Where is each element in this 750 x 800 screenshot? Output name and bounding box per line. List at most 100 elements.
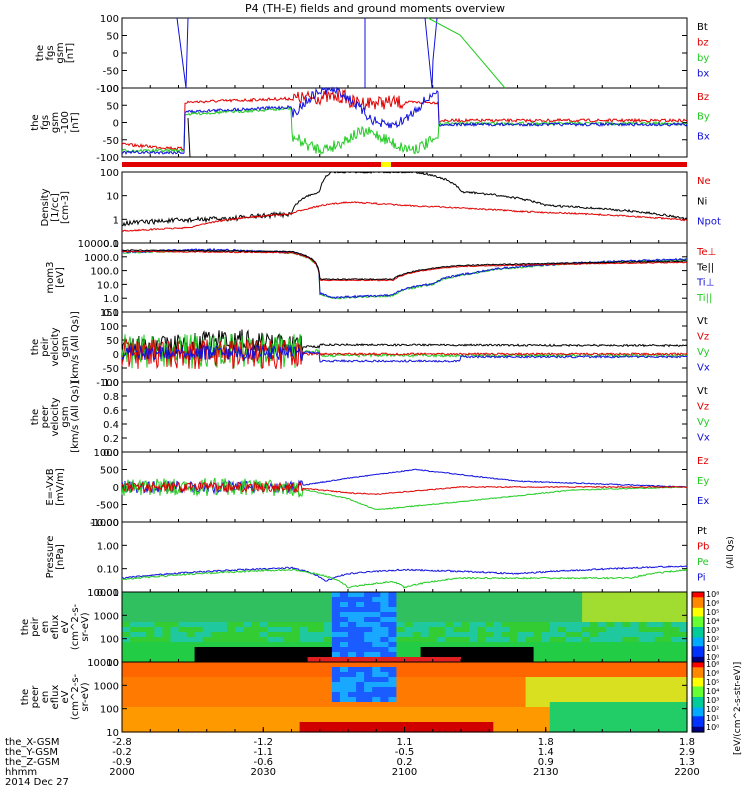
y-tick-label: 10000 [87,658,119,669]
y-tick-label: 0.0 [103,448,119,459]
colorbar-tick-label: 10² [706,635,719,644]
y-axis-label: [eV] [55,267,66,288]
ez-trace [121,480,687,496]
y-tick-label: 50 [106,336,119,347]
y-tick-label: 0.10 [97,565,119,576]
legend-entry: Bz [697,92,709,103]
y-axis-label: eV [60,620,71,633]
y-tick-label: 10 [106,728,119,739]
colorbar-tick-label: 10⁶ [706,669,719,678]
y-tick-label: -50 [103,364,119,375]
y-axis-label: sr-eV) [80,682,91,711]
y-axis-label: peir [30,616,41,636]
ey-trace [121,477,688,510]
y-axis-label: peer [30,685,41,709]
y-axis-label: [nPa] [55,544,66,570]
panel-frame [121,242,688,313]
legend-entry: Vx [697,433,710,444]
y-tick-label: 100 [100,14,119,25]
y-axis-label: the [35,45,46,61]
x-axis-value: 0.2 [397,757,413,768]
y-tick-label: 500 [100,466,119,477]
x-axis-value: -0.5 [395,747,415,758]
x-axis-value: 1.1 [397,737,413,748]
y-axis-label: the [20,689,31,705]
y-tick-label: 50 [106,101,119,112]
colorbar-tick-label: 10² [706,705,719,714]
colorbar-tick-label: 10⁶ [706,599,719,608]
colorbar-tick-label: 10⁴ [706,687,719,696]
y-tick-label: 100.0 [90,267,119,278]
panel-frame [121,171,688,244]
legend-entry: Te⊥ [696,247,716,258]
y-tick-label: 100 [100,322,119,333]
y-tick-label: 0.1 [103,239,119,250]
x-axis-row-label: the_X-GSM [5,737,59,748]
legend-entry: Vz [697,332,709,343]
legend-entry: Vy [697,347,710,358]
legend-entry: by [697,53,709,64]
colorbar-tick-label: 10³ [706,626,719,635]
y-axis-label: velocity [50,397,61,436]
ion-spectrogram [122,592,688,663]
legend-entry: By [697,112,710,123]
y-tick-label: 0 [113,483,119,494]
y-axis-label: gsm [60,406,71,427]
y-axis-label: (cm^2-s- [70,673,81,720]
legend-entry: Vz [697,402,709,413]
y-tick-label: 100 [100,705,119,716]
y-axis-label: gsm [60,336,71,357]
y-tick-label: 10.0 [97,280,119,291]
y-tick-label: 10.00 [90,518,119,529]
y-tick-label: 10 [106,658,119,669]
colorbar-tick-label: 10⁰ [706,723,719,732]
y-axis-label: [mV/m] [55,468,66,506]
y-axis-label: the [30,339,41,355]
x-axis-value: 1.8 [679,737,695,748]
y-tick-label: -50 [103,136,119,147]
legend-entry: Pb [697,542,709,553]
bx-trace [176,17,187,89]
y-tick-label: 1 [113,215,119,226]
y-axis-label: Density [40,188,51,226]
legend-entry: Ex [697,496,709,507]
by-trace [427,17,506,89]
legend-entry: Pe [697,557,709,568]
panel-frame [121,381,688,453]
vt-trace [121,329,688,359]
ni-trace [121,171,688,227]
colorbar-tick-label: 10⁴ [706,617,719,626]
legend-entry: Vt [697,386,708,397]
y-axis-label: the [20,619,31,635]
legend-entry: Vx [697,363,710,374]
x-axis-row-label: the_Z-GSM [5,757,60,768]
y-tick-label: 0.1 [103,308,119,319]
y-tick-label: 1000 [94,611,119,622]
x-axis-date: 2014 Dec 27 [5,777,69,788]
x-axis-row-label: the_Y-GSM [5,747,58,758]
legend-entry: Npot [697,217,721,228]
legend-entry: Bx [697,131,710,142]
pi-trace [122,565,688,582]
bx-trace [121,86,688,155]
vx-trace [121,344,688,363]
y-tick-label: 1.0 [103,294,119,305]
colorbar-tick-label: 10⁵ [706,678,719,687]
x-axis-value: 2.9 [679,747,695,758]
y-axis-label: (cm^2-s- [70,603,81,650]
panel-frame [121,521,688,593]
y-axis-label: E=-VxB [45,468,56,505]
bx-trace [424,17,438,89]
y-axis-label: [km/s (All Qs)] [70,381,81,453]
y-axis-label: peir [40,336,51,356]
y-tick-label: 1000.0 [84,253,119,264]
legend-entry: Vt [697,316,708,327]
x-axis-value: 2130 [533,767,558,778]
legend-note: (All Qs) [726,536,736,569]
x-axis-value: 1.3 [679,757,695,768]
y-tick-label: 1000 [94,681,119,692]
x-axis-value: 2200 [674,767,699,778]
y-tick-label: 1.0 [103,378,119,389]
y-axis-label: fgs [45,45,56,60]
